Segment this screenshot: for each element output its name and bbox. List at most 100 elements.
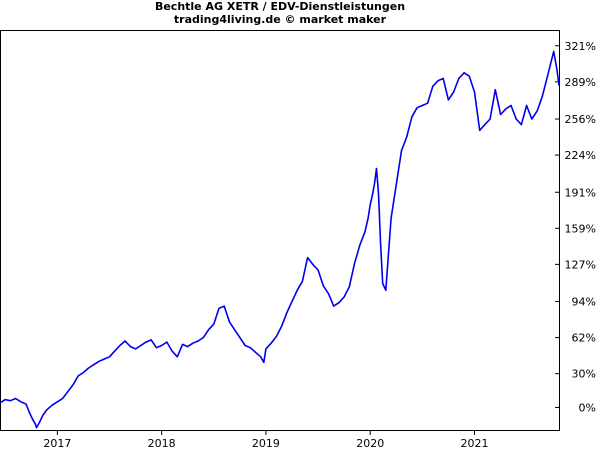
data-point xyxy=(46,409,48,411)
data-point xyxy=(4,399,6,401)
y-tick-label: 94% xyxy=(572,296,596,309)
data-point xyxy=(343,296,345,298)
data-point xyxy=(296,289,298,291)
data-point xyxy=(382,282,384,285)
data-point xyxy=(82,371,84,374)
x-axis: 2017 2018 2019 2020 2021 xyxy=(43,430,488,450)
data-point xyxy=(181,343,184,345)
data-point xyxy=(556,68,558,70)
data-point xyxy=(479,129,481,131)
data-point xyxy=(263,361,265,363)
price-line-series-0 xyxy=(0,50,560,429)
data-point xyxy=(119,344,121,347)
data-point xyxy=(35,427,38,429)
data-point xyxy=(15,397,17,400)
data-point xyxy=(468,75,470,77)
data-point xyxy=(218,307,220,309)
data-point xyxy=(77,375,79,377)
y-tick-label: 62% xyxy=(572,332,596,345)
data-point xyxy=(364,231,366,233)
data-point xyxy=(72,384,74,386)
data-point xyxy=(161,344,163,347)
data-point xyxy=(155,347,157,349)
y-axis: 0% 30% 62% 94% 127% 159% 191% 224% 256% 289% 321% xyxy=(555,40,596,414)
data-point xyxy=(463,72,465,74)
data-point xyxy=(51,404,53,406)
data-point xyxy=(20,401,22,403)
data-point xyxy=(348,286,350,288)
data-point xyxy=(9,400,11,402)
data-point xyxy=(286,312,288,314)
data-point xyxy=(28,411,30,413)
data-point xyxy=(67,391,69,393)
data-point xyxy=(103,358,105,360)
data-point xyxy=(39,421,41,423)
data-point xyxy=(558,84,560,86)
data-point xyxy=(406,136,408,138)
data-point xyxy=(140,344,142,347)
data-point xyxy=(395,183,397,185)
data-point xyxy=(192,342,194,344)
data-point xyxy=(124,340,126,342)
data-point xyxy=(453,91,455,93)
data-point xyxy=(317,269,319,271)
data-point xyxy=(333,305,335,307)
data-point xyxy=(254,351,257,353)
y-tick-label: 30% xyxy=(572,368,596,381)
data-point xyxy=(166,341,168,343)
data-point xyxy=(437,80,439,82)
data-point xyxy=(500,113,502,116)
data-point xyxy=(197,340,199,342)
data-point xyxy=(427,102,429,104)
chart-title-block: Bechtle AG XETR / EDV-Dienstleistungen t… xyxy=(0,0,560,26)
data-point xyxy=(354,262,356,264)
y-tick-label: 321% xyxy=(565,40,596,53)
data-point xyxy=(400,150,403,152)
data-point xyxy=(373,183,375,185)
y-tick-label: 256% xyxy=(565,113,596,126)
x-tick-label: 2021 xyxy=(460,437,488,450)
data-point xyxy=(62,397,64,400)
data-point xyxy=(473,91,476,93)
data-point xyxy=(432,85,434,87)
chart-title: Bechtle AG XETR / EDV-Dienstleistungen xyxy=(154,0,406,13)
data-point xyxy=(385,289,387,291)
data-point xyxy=(447,99,449,101)
data-point xyxy=(34,423,37,425)
data-point xyxy=(411,116,413,118)
data-point xyxy=(371,195,373,197)
data-point xyxy=(510,104,512,107)
data-point xyxy=(536,110,538,112)
data-point xyxy=(239,337,241,339)
data-point xyxy=(442,77,444,80)
data-point xyxy=(291,300,293,303)
data-point xyxy=(375,168,378,170)
data-point xyxy=(553,50,555,53)
data-point xyxy=(281,325,283,327)
data-point xyxy=(135,348,137,350)
data-point xyxy=(88,367,90,369)
data-point xyxy=(114,350,116,352)
data-point xyxy=(145,341,147,343)
data-point xyxy=(150,339,152,341)
data-point xyxy=(327,293,330,295)
data-point xyxy=(275,335,277,338)
data-point xyxy=(546,75,549,77)
series-group xyxy=(0,50,560,429)
data-point xyxy=(187,346,189,348)
data-point xyxy=(171,350,173,352)
data-point xyxy=(515,118,517,120)
y-tick-label: 191% xyxy=(565,186,596,199)
data-point xyxy=(531,118,533,120)
data-point xyxy=(208,329,210,331)
data-point xyxy=(421,104,423,107)
data-point xyxy=(56,401,59,403)
data-point xyxy=(377,192,380,194)
data-point xyxy=(270,342,272,344)
data-point xyxy=(322,285,324,287)
data-point xyxy=(458,77,460,80)
y-tick-label: 289% xyxy=(565,76,596,89)
data-point xyxy=(307,257,309,259)
x-tick-label: 2017 xyxy=(43,437,71,450)
data-point xyxy=(484,124,486,126)
